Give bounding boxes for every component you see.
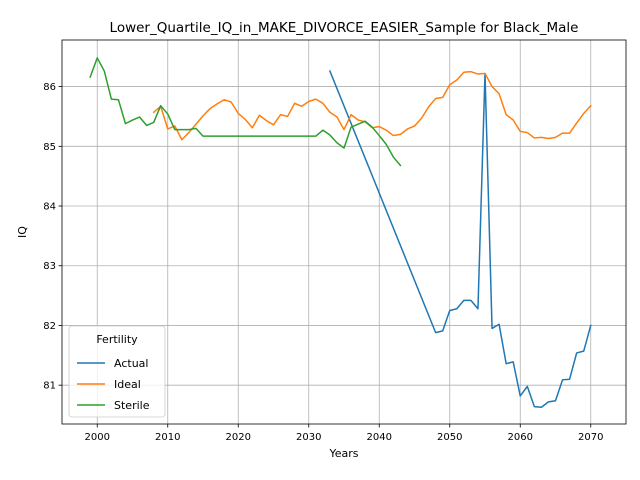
series-line-sterile xyxy=(89,57,402,167)
chart-title: Lower_Quartile_IQ_in_MAKE_DIVORCE_EASIER… xyxy=(110,20,579,36)
x-axis-ticks: 2000 2010 2020 2030 2040 2050 2060 2070 xyxy=(85,424,603,443)
series-lines xyxy=(89,57,592,409)
y-tick-label: 86 xyxy=(43,82,56,93)
x-axis-title: Years xyxy=(328,447,358,460)
legend-title: Fertility xyxy=(96,333,138,346)
y-tick-label: 81 xyxy=(43,381,56,392)
x-tick-label: 2020 xyxy=(226,432,251,443)
legend: Fertility Actual Ideal Sterile xyxy=(68,325,166,418)
x-tick-label: 2030 xyxy=(296,432,321,443)
y-tick-label: 84 xyxy=(43,202,56,213)
grid-lines xyxy=(62,40,626,424)
legend-box xyxy=(68,325,166,418)
legend-label-actual: Actual xyxy=(114,357,148,370)
x-tick-label: 2050 xyxy=(437,432,462,443)
x-tick-label: 2070 xyxy=(578,432,603,443)
x-tick-label: 2040 xyxy=(367,432,392,443)
legend-label-sterile: Sterile xyxy=(114,399,150,412)
x-tick-label: 2060 xyxy=(508,432,533,443)
y-axis-title: IQ xyxy=(16,226,29,238)
y-tick-label: 82 xyxy=(43,321,56,332)
y-axis-ticks: 81 82 83 84 85 86 xyxy=(43,82,62,392)
y-tick-label: 85 xyxy=(43,142,56,153)
plot-frame xyxy=(61,39,627,425)
series-line-actual xyxy=(328,70,592,409)
x-tick-label: 2010 xyxy=(155,432,180,443)
y-tick-label: 83 xyxy=(43,261,56,272)
x-tick-label: 2000 xyxy=(85,432,110,443)
legend-label-ideal: Ideal xyxy=(114,378,141,391)
